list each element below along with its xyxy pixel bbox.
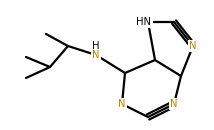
Text: N: N: [118, 99, 126, 109]
Text: N: N: [170, 99, 178, 109]
Text: N: N: [189, 41, 197, 51]
Text: N: N: [92, 50, 100, 60]
Text: H: H: [92, 41, 100, 51]
Text: HN: HN: [137, 17, 152, 27]
